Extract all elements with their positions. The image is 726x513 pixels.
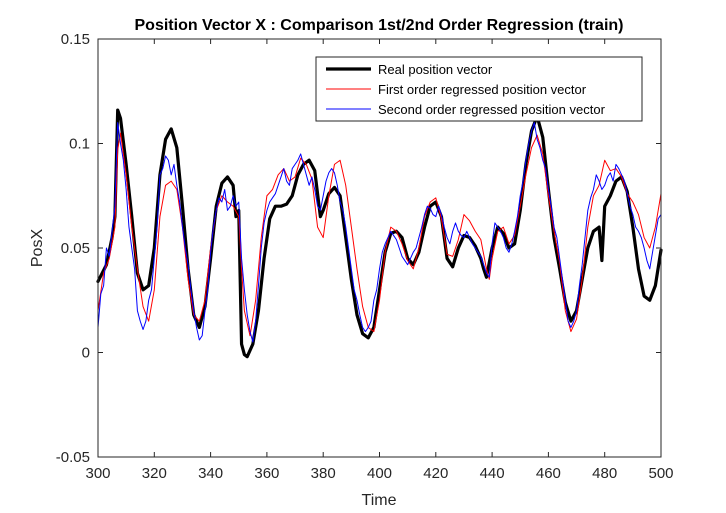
x-tick-label: 320 [142,465,167,482]
x-tick-label: 400 [367,465,392,482]
legend-label-2: First order regressed position vector [378,82,587,97]
x-tick-label: 340 [198,465,223,482]
y-tick-label: 0.15 [61,31,90,48]
x-axis-label: Time [362,492,397,509]
x-tick-label: 500 [648,465,673,482]
y-tick-label: 0.1 [69,136,90,153]
series-line-3 [97,122,662,343]
x-tick-label: 480 [592,465,617,482]
y-tick-label: -0.05 [56,449,90,466]
y-tick-label: 0 [82,345,90,362]
legend: Real position vector First order regresse… [315,56,643,122]
x-tick-label: 360 [254,465,279,482]
y-axis-label: PosX [29,229,46,268]
x-tick-label: 460 [536,465,561,482]
chart-title: Position Vector X : Comparison 1st/2nd O… [135,17,624,34]
legend-label-3: Second order regressed position vector [378,102,606,117]
x-tick-label: 380 [311,465,336,482]
series-line-2 [97,132,662,337]
x-tick-label: 440 [480,465,505,482]
y-tick-label: 0.05 [61,240,90,257]
x-tick-label: 420 [423,465,448,482]
legend-label-1: Real position vector [378,62,493,77]
x-tick-label: 300 [85,465,110,482]
